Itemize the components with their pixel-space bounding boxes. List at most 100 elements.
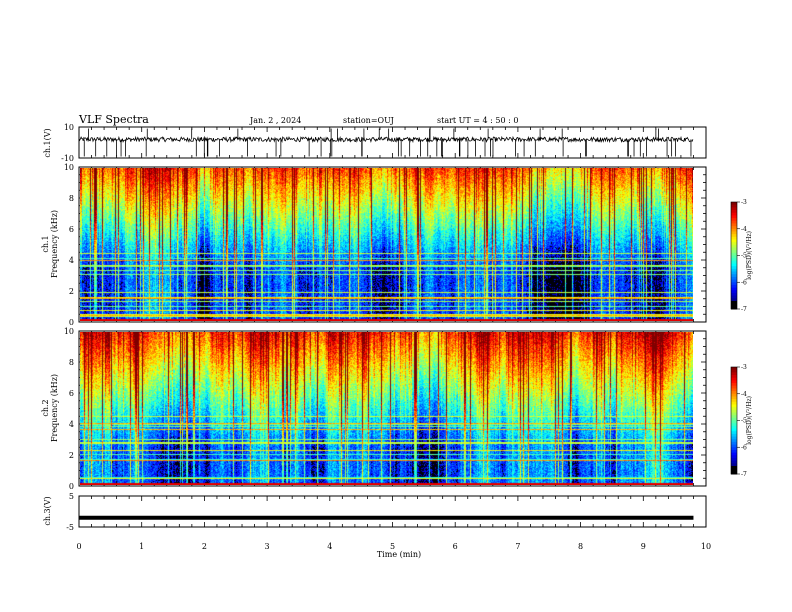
colorbar-swatch: [731, 295, 737, 299]
colorbar-swatch: [731, 287, 737, 291]
colorbar-swatch: [731, 444, 737, 448]
colorbar-label: log(PSD)(V²/Hz): [746, 396, 753, 445]
colorbar-swatch: [731, 260, 737, 265]
colorbar-swatch: [731, 463, 737, 467]
time-axis-labels: 0 1 2 3 4 5 6 7 8 9 10: [76, 542, 711, 551]
colorbar-swatch: [731, 372, 737, 376]
frequency-tick-label: 6: [69, 225, 74, 234]
time-tick-label: 10: [701, 542, 711, 551]
time-tick-label: 4: [327, 542, 332, 551]
ch1-waveform-ylabel: ch.1(V): [43, 128, 52, 157]
colorbar-swatch: [731, 236, 737, 240]
ch1-waveform-panel: 10 -10 ch.1(V): [43, 123, 707, 163]
ch1-spectrogram-image: [80, 168, 693, 321]
colorbar-swatch: [731, 226, 737, 230]
colorbar-swatch: [731, 298, 737, 302]
colorbar-swatch: [731, 279, 737, 283]
colorbar-swatch: [731, 210, 737, 214]
colorbar-swatch: [731, 263, 737, 267]
colorbar-swatch: [731, 234, 737, 238]
colorbar-swatch: [731, 276, 737, 281]
colorbar-swatch: [731, 220, 737, 224]
colorbar-tick-label: -6: [741, 444, 747, 451]
frequency-tick-label: 10: [64, 163, 74, 172]
colorbar-swatch: [731, 266, 737, 270]
colorbar-tick-label: -5: [741, 418, 747, 425]
ch3-ytick-top: 5: [69, 492, 74, 501]
colorbar-swatch: [731, 447, 737, 451]
colorbar-swatch: [731, 247, 737, 251]
frequency-tick-label: 4: [69, 420, 74, 429]
ch1-colorbar: -3 -4 -5 -6 -7 log(PSD)(V²/Hz): [730, 199, 753, 313]
time-tick-label: 2: [202, 542, 207, 551]
frequency-tick-label: 8: [69, 358, 74, 367]
colorbar-swatch: [731, 423, 737, 427]
colorbar-swatch: [731, 396, 737, 400]
colorbar-swatch: [731, 282, 737, 286]
colorbar-tick-label: -4: [741, 226, 747, 233]
colorbar-swatch: [731, 228, 737, 232]
colorbar-swatch: [731, 303, 737, 307]
ch1-spectrogram-ylabel-ch: ch.1: [41, 235, 50, 252]
ch3-waveform-ylabel: ch.3(V): [43, 496, 52, 525]
figure-date: Jan. 2 , 2024: [249, 116, 301, 125]
colorbar-swatch: [731, 250, 737, 254]
colorbar-tick-label: -7: [741, 306, 747, 313]
figure-start-time: start UT = 4 : 50 : 0: [437, 116, 518, 125]
ch3-waveform-panel: 5 -5 ch.3(V): [43, 492, 707, 532]
ch1-waveform-line: [78, 135, 694, 144]
colorbar-swatch: [731, 223, 737, 227]
colorbar-swatch: [731, 258, 737, 262]
ch1-spectrogram-ylabel-freq: Frequency (kHz): [50, 210, 59, 278]
colorbar-swatch: [731, 391, 737, 395]
colorbar-swatch: [731, 383, 737, 387]
colorbar-swatch: [731, 457, 737, 462]
ch3-ytick-bottom: -5: [66, 523, 74, 532]
colorbar-tick-label: -6: [741, 279, 747, 286]
figure-station: station=OUJ: [343, 116, 394, 125]
colorbar-tick-label: -3: [741, 199, 747, 206]
colorbar-swatch: [731, 439, 737, 443]
colorbar-swatch: [731, 242, 737, 246]
colorbar-swatch: [731, 292, 737, 297]
colorbar-swatch: [731, 399, 737, 403]
time-tick-label: 3: [265, 542, 270, 551]
time-tick-label: 0: [76, 542, 81, 551]
frequency-tick-label: 2: [69, 287, 74, 296]
colorbar-label: log(PSD)(V²/Hz): [746, 231, 753, 280]
colorbar-swatch: [731, 212, 737, 216]
colorbar-swatch: [731, 412, 737, 416]
time-tick-label: 1: [139, 542, 144, 551]
time-tick-label: 6: [453, 542, 458, 551]
colorbar-swatch: [731, 271, 737, 275]
colorbar-swatch: [731, 377, 737, 381]
colorbar-tick-label: -3: [741, 364, 747, 371]
colorbar-swatch: [731, 380, 737, 384]
colorbar-tick-label: -4: [741, 391, 747, 398]
frequency-tick-label: 8: [69, 194, 74, 203]
colorbar-swatch: [731, 460, 737, 464]
colorbar-swatch: [731, 393, 737, 397]
colorbar-swatch: [731, 218, 737, 222]
colorbar-swatch: [731, 385, 737, 389]
colorbar-swatch: [731, 415, 737, 419]
figure-title: VLF Spectra: [78, 113, 149, 126]
colorbar-tick-label: -7: [741, 471, 747, 478]
colorbar-swatch: [731, 284, 737, 289]
ch2-spectrogram-ylabel-ch: ch.2: [41, 399, 50, 416]
colorbar-swatch: [731, 252, 737, 256]
time-axis-title: Time (min): [377, 550, 421, 559]
colorbar-swatch: [731, 468, 737, 472]
colorbar-swatch: [731, 449, 737, 454]
frequency-tick-label: 2: [69, 451, 74, 460]
frequency-tick-label: 6: [69, 389, 74, 398]
ch1-ytick-top: 10: [64, 123, 74, 132]
colorbar-swatch: [731, 420, 737, 424]
colorbar-swatch: [731, 404, 737, 408]
ch1-ytick-bottom: -10: [61, 154, 74, 163]
time-tick-label: 7: [515, 542, 520, 551]
ch2-spectrogram-image: [80, 332, 693, 485]
colorbar-swatch: [731, 436, 737, 440]
colorbar-swatch: [731, 465, 737, 470]
